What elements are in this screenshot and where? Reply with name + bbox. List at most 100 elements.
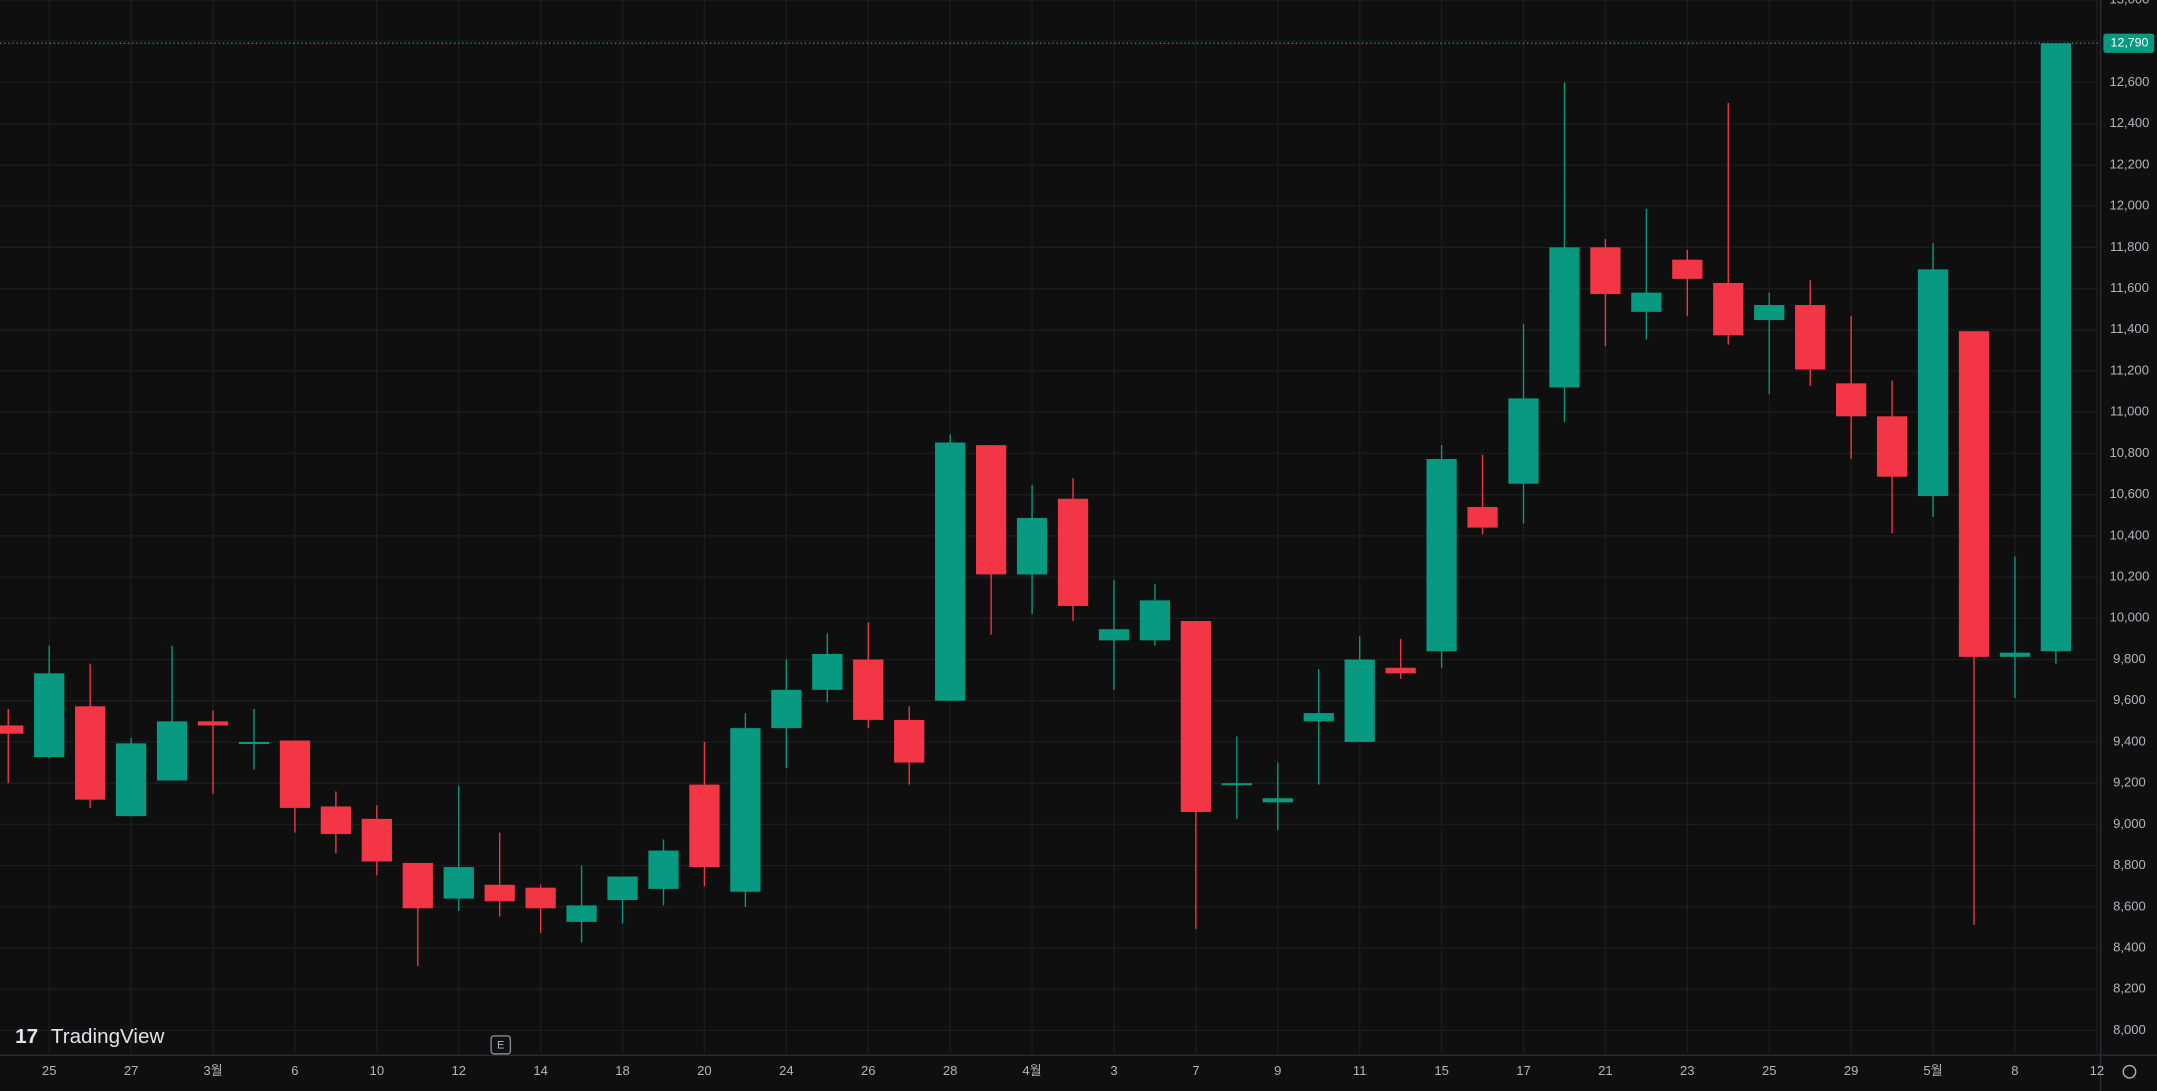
logo-text: TradingView <box>51 1025 165 1048</box>
x-tick-label: 11 <box>1353 1063 1367 1078</box>
candle-body <box>1958 331 1990 657</box>
candle-body <box>34 673 65 758</box>
candle-body <box>1754 305 1785 321</box>
candle-body <box>975 445 1007 575</box>
candle-body <box>1221 783 1252 786</box>
y-tick-label: 9,400 <box>2113 733 2146 748</box>
candle-body <box>853 659 884 720</box>
candle-body <box>1549 247 1580 388</box>
candle-body <box>1917 269 1949 497</box>
x-tick-label: 27 <box>124 1063 139 1078</box>
y-tick-label: 12,200 <box>2110 156 2150 171</box>
candle-body <box>1835 383 1867 417</box>
x-tick-label: 20 <box>697 1063 712 1078</box>
candle-body <box>484 884 515 902</box>
candle-body <box>1631 292 1662 312</box>
candle-body <box>443 867 474 899</box>
x-tick-label: 23 <box>1680 1063 1695 1078</box>
x-tick-label: 28 <box>943 1063 958 1078</box>
y-tick-label: 9,000 <box>2113 816 2146 831</box>
x-tick-label: 25 <box>1762 1063 1777 1078</box>
y-tick-label: 9,800 <box>2113 651 2146 666</box>
candle-body <box>812 653 843 690</box>
candle-body <box>75 706 106 800</box>
x-tick-label: 29 <box>1844 1063 1859 1078</box>
candle-body <box>1385 667 1416 674</box>
candle-body <box>730 728 761 892</box>
x-tick-label: 17 <box>1516 1063 1531 1078</box>
candle-body <box>935 442 966 701</box>
x-tick-label: 25 <box>42 1063 57 1078</box>
x-tick-label: 8 <box>2011 1063 2018 1078</box>
event-marker-box[interactable] <box>490 1035 512 1055</box>
candle-body <box>402 862 433 909</box>
candle-body <box>525 887 556 909</box>
x-tick-label: 5월 <box>1923 1063 1942 1078</box>
x-tick-label: 7 <box>1192 1063 1199 1078</box>
y-tick-label: 10,000 <box>2110 610 2150 625</box>
candle-body <box>1139 600 1171 641</box>
x-tick-label: 21 <box>1598 1063 1613 1078</box>
candle-body <box>1303 713 1334 722</box>
candle-body <box>1713 282 1744 336</box>
y-tick-label: 8,800 <box>2113 857 2146 872</box>
y-tick-label: 11,000 <box>2110 404 2149 419</box>
y-tick-label: 11,400 <box>2110 321 2149 336</box>
x-tick-label: 6 <box>291 1063 298 1078</box>
candle-body <box>156 721 188 781</box>
candle-body <box>1344 659 1375 742</box>
candle-body <box>1426 458 1457 652</box>
y-tick-label: 11,800 <box>2110 239 2149 254</box>
y-tick-label: 10,200 <box>2110 569 2150 584</box>
logo[interactable]: 17 TradingView <box>15 1025 164 1048</box>
x-tick-label: 9 <box>1274 1063 1281 1078</box>
x-tick-label: 3 <box>1110 1063 1117 1078</box>
candle-body <box>1795 305 1826 370</box>
x-tick-label: 3월 <box>203 1063 222 1078</box>
candle-body <box>197 721 229 726</box>
candle-body <box>607 876 638 901</box>
candle-body <box>771 689 802 729</box>
last-price-label: 12,790 <box>2111 36 2149 50</box>
candle-body <box>1467 507 1498 528</box>
candle-body <box>1999 652 2031 657</box>
settings-icon[interactable] <box>2122 1064 2137 1079</box>
y-tick-label: 13,000 <box>2110 0 2150 6</box>
candle-body <box>689 784 720 868</box>
x-tick-label: 26 <box>861 1063 876 1078</box>
y-tick-label: 12,400 <box>2110 115 2150 130</box>
candle-body <box>238 741 270 745</box>
y-tick-label: 11,600 <box>2110 280 2149 295</box>
candle-body <box>1590 247 1621 295</box>
candle-body <box>1180 620 1212 813</box>
x-tick-label: 14 <box>533 1063 548 1078</box>
candle-body <box>1876 416 1908 477</box>
candle-body <box>115 743 147 817</box>
candle-body <box>648 850 679 889</box>
x-tick-label: 15 <box>1434 1063 1449 1078</box>
y-tick-label: 11,200 <box>2110 362 2149 377</box>
x-tick-label: 18 <box>615 1063 630 1078</box>
y-tick-label: 12,000 <box>2110 198 2150 213</box>
x-tick-label: 12 <box>2090 1063 2105 1078</box>
y-tick-label: 8,400 <box>2113 940 2146 955</box>
y-tick-label: 12,600 <box>2110 74 2150 89</box>
candle-body <box>1057 498 1089 606</box>
candle-body <box>1262 798 1293 803</box>
y-tick-label: 8,000 <box>2113 1022 2146 1037</box>
candle-body <box>1016 517 1048 575</box>
y-tick-label: 9,600 <box>2113 692 2146 707</box>
event-marker: E <box>497 1040 504 1052</box>
candle-body <box>279 740 311 808</box>
y-tick-label: 9,200 <box>2113 775 2146 790</box>
y-tick-label: 10,600 <box>2110 486 2150 501</box>
candle-body <box>1098 629 1130 641</box>
candle-body <box>2040 43 2072 652</box>
y-tick-label: 8,200 <box>2113 981 2146 996</box>
candle-body <box>1672 259 1703 279</box>
candle-body <box>361 818 392 862</box>
candle-body <box>0 725 24 734</box>
y-tick-label: 8,600 <box>2113 898 2146 913</box>
candle-body <box>320 806 352 835</box>
